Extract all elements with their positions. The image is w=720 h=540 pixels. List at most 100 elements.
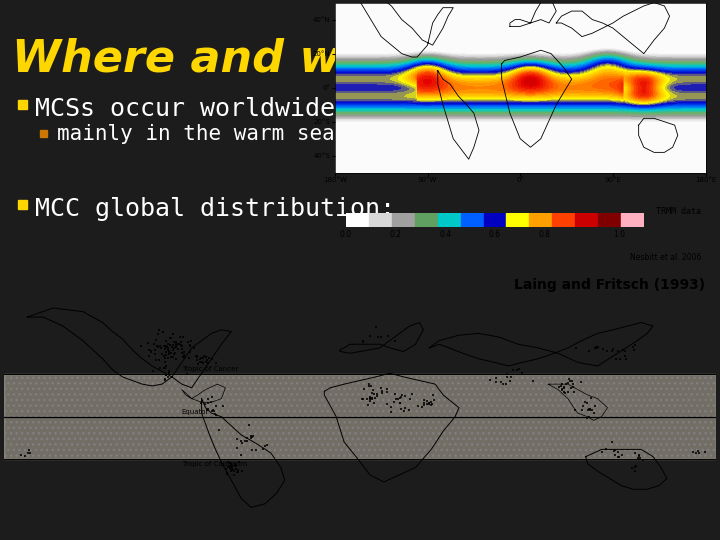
Point — [177, 332, 189, 341]
Point — [210, 401, 222, 410]
Point — [166, 348, 177, 357]
Point — [627, 343, 639, 352]
Point — [583, 413, 595, 421]
Point — [158, 363, 170, 372]
Point — [558, 388, 570, 396]
Point — [612, 448, 624, 456]
Point — [220, 464, 232, 473]
Point — [502, 370, 513, 379]
Point — [361, 395, 372, 404]
Point — [226, 462, 238, 471]
Point — [156, 349, 168, 358]
Point — [367, 386, 379, 395]
Point — [556, 386, 567, 394]
Point — [385, 408, 397, 416]
Point — [19, 451, 31, 460]
Point — [693, 448, 704, 457]
Point — [170, 342, 181, 350]
Point — [198, 359, 210, 368]
Point — [176, 345, 187, 354]
Point — [233, 457, 245, 466]
Point — [490, 374, 502, 382]
Point — [382, 399, 393, 408]
Point — [692, 447, 703, 455]
Point — [368, 390, 379, 399]
Point — [229, 462, 240, 471]
Point — [179, 350, 190, 359]
Point — [423, 399, 435, 407]
Point — [606, 346, 618, 355]
Point — [394, 399, 405, 408]
Point — [516, 368, 527, 377]
Point — [420, 397, 432, 406]
Point — [161, 347, 172, 356]
Point — [15, 450, 27, 459]
Point — [172, 345, 184, 354]
Point — [600, 444, 611, 453]
Point — [586, 406, 598, 414]
Bar — [529, 213, 552, 227]
Point — [161, 343, 172, 352]
Point — [153, 326, 165, 334]
Point — [168, 350, 180, 359]
Point — [365, 382, 377, 390]
Point — [153, 330, 164, 339]
Point — [188, 344, 199, 353]
Point — [588, 408, 600, 417]
Point — [637, 456, 649, 464]
Point — [231, 467, 243, 476]
Point — [228, 465, 239, 474]
Point — [163, 346, 174, 355]
Point — [200, 353, 212, 362]
Point — [210, 359, 222, 367]
Point — [159, 354, 171, 363]
Text: MCC global distribution:: MCC global distribution: — [35, 197, 395, 221]
Point — [229, 470, 240, 479]
Text: Nesbitt et al. 2006: Nesbitt et al. 2006 — [630, 253, 701, 262]
Point — [600, 346, 612, 355]
Point — [557, 380, 568, 388]
Point — [357, 337, 369, 346]
Point — [166, 353, 177, 361]
Text: 0.8: 0.8 — [539, 230, 551, 239]
Point — [257, 445, 269, 454]
Point — [225, 464, 236, 472]
Point — [585, 393, 596, 402]
Point — [200, 353, 212, 361]
Text: Tropic of Cancer: Tropic of Cancer — [181, 367, 238, 373]
Point — [135, 341, 147, 350]
Point — [204, 354, 215, 362]
Point — [369, 394, 381, 402]
Text: 0.2: 0.2 — [390, 230, 402, 239]
Point — [245, 434, 256, 442]
Point — [420, 400, 432, 409]
Point — [167, 330, 179, 339]
Point — [150, 335, 162, 344]
Point — [161, 336, 172, 345]
Point — [504, 377, 516, 386]
Point — [364, 394, 376, 402]
Point — [508, 366, 519, 374]
Point — [614, 355, 626, 363]
Point — [620, 347, 631, 355]
Point — [581, 413, 593, 422]
Point — [233, 468, 244, 476]
Point — [364, 397, 376, 406]
Point — [179, 348, 190, 356]
Point — [570, 343, 582, 352]
Point — [628, 346, 639, 354]
Bar — [621, 213, 644, 227]
Text: MCSs occur worldwide: MCSs occur worldwide — [35, 97, 335, 121]
Point — [195, 354, 207, 362]
Point — [426, 400, 438, 408]
Point — [185, 337, 197, 346]
Text: Where and when: Where and when — [12, 38, 434, 81]
Point — [567, 380, 579, 388]
Point — [559, 389, 570, 397]
Point — [160, 376, 171, 385]
Point — [236, 438, 248, 447]
Point — [562, 379, 574, 387]
Point — [170, 343, 181, 352]
Point — [358, 338, 369, 347]
Point — [185, 342, 197, 350]
